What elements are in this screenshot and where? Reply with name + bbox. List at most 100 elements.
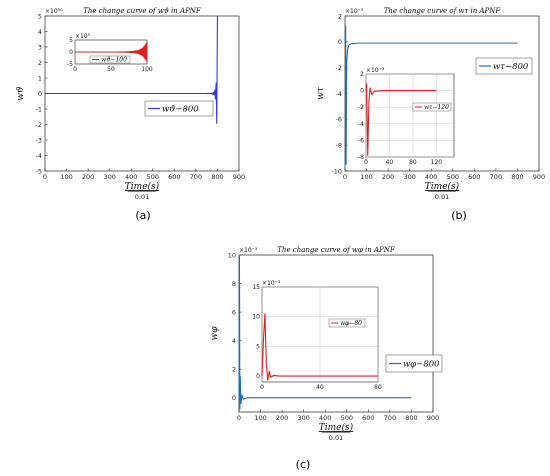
x-axis-denominator: 0.01: [135, 193, 149, 201]
panel-label: (b): [451, 209, 467, 222]
inset-x-tick-label: 80: [374, 384, 382, 391]
y-exponent: ×10⁵⁰: [45, 8, 63, 15]
x-tick-label: 100: [254, 414, 266, 422]
inset-y-tick-label: 2: [360, 71, 364, 78]
y-tick-label: 3: [38, 43, 42, 51]
x-tick-label: 0: [343, 173, 347, 181]
inset-legend-box: [89, 55, 131, 64]
x-tick-label: 100: [360, 173, 372, 181]
x-tick-label: 600: [468, 173, 480, 181]
x-tick-label: 600: [362, 414, 374, 422]
y-axis-label: wφ: [210, 326, 220, 341]
x-tick-label: 600: [168, 173, 180, 181]
inset-legend-box: [412, 102, 452, 112]
inset-legend-box: [328, 318, 366, 328]
legend-box: [475, 57, 533, 75]
x-tick-label: 300: [403, 173, 415, 181]
inset-chart: ×10⁻³ 0 40 80 0 5 10 15 wφ−80: [252, 280, 382, 391]
chart-title: The change curve of wφ in APNF: [277, 246, 396, 254]
x-tick-label: 900: [427, 414, 439, 422]
y-tick-label: -8: [336, 141, 342, 149]
inset-x-tick-label: 0: [260, 384, 264, 391]
x-tick-label: 500: [341, 414, 353, 422]
y-tick-label: 4: [232, 337, 236, 345]
y-axis-label: wϑ: [16, 86, 26, 101]
y-tick-label: -4: [336, 90, 342, 98]
y-exponent: ×10⁻³: [239, 247, 258, 254]
y-tick-label: 8: [232, 280, 236, 288]
panel-label: (c): [296, 458, 311, 471]
chart-title: The change curve of wτ in APNF: [384, 7, 502, 15]
chart-panel-b: The change curve of wτ in APNF ×10⁻³ 0 100 2…: [316, 7, 545, 222]
y-tick-label: -4: [36, 152, 42, 160]
x-tick-label: 400: [425, 173, 437, 181]
inset-legend-label: wφ−80: [340, 320, 362, 327]
y-tick-label: 0: [338, 38, 342, 46]
y-tick-label: -5: [36, 167, 42, 175]
chart-panel-a: The change curve of wϑ in APNF ×10⁵⁰ 0 100 2…: [16, 7, 245, 222]
y-tick-label: 10: [228, 251, 236, 259]
y-tick-label: -1: [36, 105, 42, 113]
y-tick-label: 2: [232, 365, 236, 373]
y-tick-label: 0: [38, 90, 42, 98]
y-tick-label: -2: [336, 64, 342, 72]
x-tick-label: 400: [125, 173, 137, 181]
x-axis-denominator: 0.01: [435, 193, 449, 201]
x-axis-denominator: 0.01: [329, 434, 343, 442]
inset-y-exponent: ×10⁻³: [262, 280, 281, 287]
x-tick-label: 500: [147, 173, 159, 181]
legend-box: [144, 100, 214, 117]
inset-y-tick-label: 15: [252, 284, 260, 291]
chart-panel-c: The change curve of wφ in APNF×10⁻³0 100 2…: [210, 246, 443, 471]
x-tick-label: 400: [319, 414, 331, 422]
inset-y-exponent: ×10⁻³: [366, 67, 385, 74]
x-tick-label: 200: [82, 173, 94, 181]
y-axis-label: wτ: [316, 86, 326, 100]
legend-label: wφ−800: [403, 360, 440, 370]
x-tick-label: 100: [60, 173, 72, 181]
x-tick-label: 800: [405, 414, 417, 422]
x-tick-label: 800: [211, 173, 223, 181]
y-tick-label: -6: [336, 116, 342, 124]
x-tick-label: 700: [190, 173, 202, 181]
chart-title: The change curve of wϑ in APNF: [83, 7, 202, 15]
inset-y-tick-label: -4: [358, 121, 364, 128]
inset-y-tick-label: 5: [69, 37, 73, 44]
x-tick-label: 500: [447, 173, 459, 181]
x-tick-label: 200: [382, 173, 394, 181]
inset-x-tick-label: 120: [431, 159, 443, 166]
x-tick-label: 700: [490, 173, 502, 181]
inset-y-tick-label: 0: [69, 49, 73, 56]
x-axis-label: Time(s): [425, 181, 460, 192]
inset-x-tick-label: 100: [141, 66, 153, 73]
inset-series-line: [365, 83, 437, 156]
series-line: [45, 15, 218, 124]
y-tick-label: 2: [338, 12, 342, 20]
x-tick-label: 700: [384, 414, 396, 422]
y-tick-label: -10: [331, 167, 342, 175]
inset-x-tick-label: 80: [409, 159, 417, 166]
y-tick-label: 5: [38, 12, 42, 20]
legend-label: wτ−800: [493, 62, 529, 72]
inset-plot-area: [365, 73, 455, 158]
y-tick-label: -3: [36, 136, 42, 144]
x-tick-label: 200: [276, 414, 288, 422]
x-axis-label: Time(s): [125, 181, 160, 192]
inset-y-tick-label: -5: [67, 61, 73, 68]
x-tick-label: 300: [103, 173, 115, 181]
inset-legend-label: wτ−120: [424, 104, 449, 111]
inset-y-exponent: ×10⁵: [75, 33, 91, 40]
inset-x-tick-label: 50: [107, 66, 115, 73]
x-axis-label: Time(s): [319, 422, 354, 433]
x-tick-label: 0: [43, 173, 47, 181]
legend-label: wϑ−800: [162, 105, 199, 115]
x-tick-label: 300: [297, 414, 309, 422]
series-line: [238, 254, 412, 410]
legend-box: [385, 354, 443, 373]
y-tick-label: 0: [232, 394, 236, 402]
y-tick-label: 6: [232, 308, 236, 316]
inset-x-tick-label: 0: [364, 159, 368, 166]
inset-series-line: [74, 42, 148, 62]
